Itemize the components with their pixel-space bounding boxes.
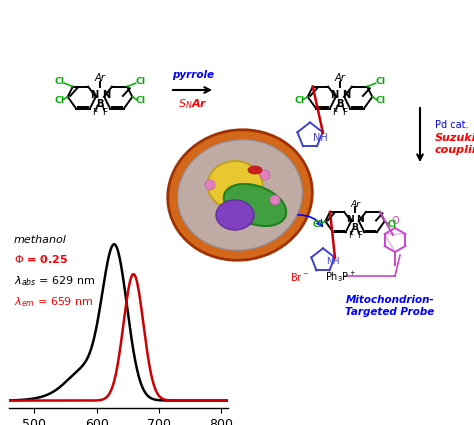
- Text: F: F: [357, 231, 362, 240]
- Text: Ar: Ar: [95, 73, 105, 83]
- Ellipse shape: [168, 130, 312, 260]
- Text: F: F: [348, 231, 353, 240]
- Text: B: B: [96, 99, 104, 109]
- Text: F: F: [343, 108, 348, 116]
- Text: B: B: [352, 223, 358, 232]
- Text: Cl: Cl: [376, 96, 386, 105]
- Circle shape: [260, 170, 270, 180]
- Text: F: F: [102, 108, 108, 116]
- Text: O: O: [391, 216, 399, 226]
- Text: Pd cat.: Pd cat.: [435, 120, 468, 130]
- Text: $\lambda_{abs}$ = 629 nm: $\lambda_{abs}$ = 629 nm: [14, 274, 95, 288]
- Text: Cl: Cl: [294, 96, 304, 105]
- Text: Suzuki: Suzuki: [435, 133, 474, 143]
- Text: $S_N$Ar: $S_N$Ar: [178, 97, 208, 111]
- Text: Cl: Cl: [54, 77, 64, 86]
- Text: Ar: Ar: [350, 200, 360, 209]
- Text: Cl: Cl: [54, 96, 64, 105]
- Text: NH: NH: [326, 258, 339, 266]
- Text: Cl: Cl: [136, 77, 146, 86]
- Text: F: F: [332, 108, 337, 116]
- Text: N: N: [356, 215, 365, 224]
- Text: Cl: Cl: [388, 220, 397, 229]
- Text: Ph$_3$P$^+$: Ph$_3$P$^+$: [325, 269, 356, 284]
- Ellipse shape: [208, 161, 263, 209]
- Text: Mitochondrion-
Targeted Probe: Mitochondrion- Targeted Probe: [346, 295, 435, 317]
- Ellipse shape: [216, 200, 254, 230]
- Ellipse shape: [248, 166, 262, 174]
- Text: methanol: methanol: [14, 235, 67, 245]
- Ellipse shape: [178, 140, 302, 250]
- Text: N: N: [90, 90, 98, 100]
- Text: Cl: Cl: [376, 77, 386, 86]
- Text: NH: NH: [313, 133, 328, 143]
- Text: N: N: [342, 90, 350, 100]
- Text: coupling: coupling: [435, 145, 474, 155]
- Text: N: N: [330, 90, 338, 100]
- Text: B: B: [336, 99, 344, 109]
- Text: $\Phi$ = 0.25: $\Phi$ = 0.25: [14, 253, 68, 265]
- Text: Cl: Cl: [136, 96, 146, 105]
- Text: F: F: [92, 108, 98, 116]
- Text: Br$^-$: Br$^-$: [291, 271, 310, 283]
- Text: $\lambda_{em}$ = 659 nm: $\lambda_{em}$ = 659 nm: [14, 295, 93, 309]
- Circle shape: [205, 180, 215, 190]
- Circle shape: [270, 195, 280, 205]
- Text: Cl: Cl: [313, 220, 322, 229]
- Text: N: N: [102, 90, 110, 100]
- Text: N: N: [346, 215, 354, 224]
- Ellipse shape: [224, 184, 286, 226]
- Text: pyrrole: pyrrole: [172, 70, 214, 80]
- Text: Ar: Ar: [335, 73, 346, 83]
